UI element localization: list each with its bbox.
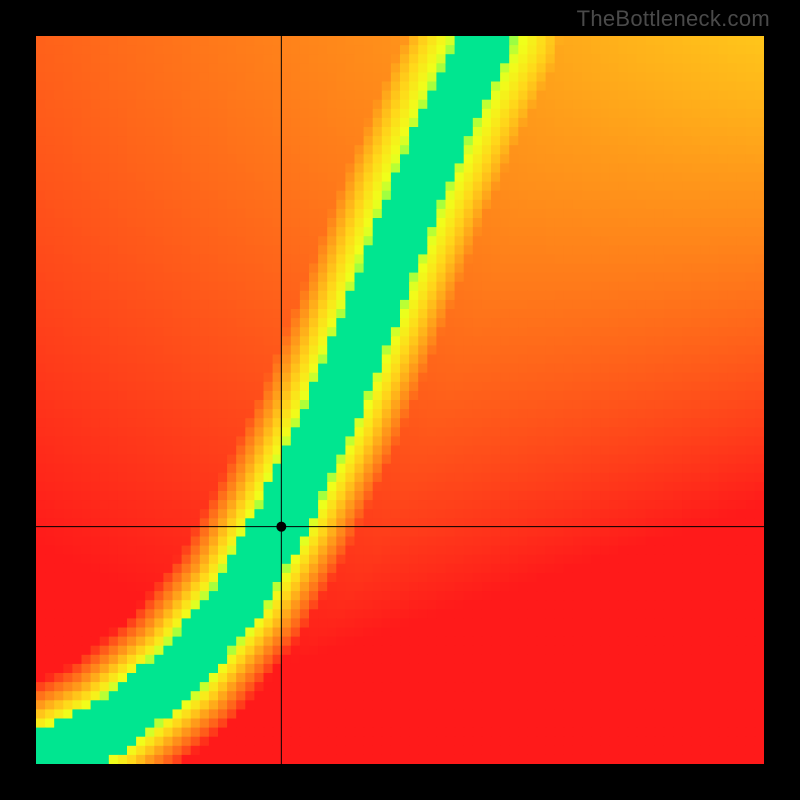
heatmap-cells: [36, 36, 764, 764]
watermark-text: TheBottleneck.com: [577, 6, 770, 32]
crosshair-marker: [276, 522, 286, 532]
bottleneck-heatmap: [36, 36, 764, 764]
heatmap-svg: [36, 36, 764, 764]
